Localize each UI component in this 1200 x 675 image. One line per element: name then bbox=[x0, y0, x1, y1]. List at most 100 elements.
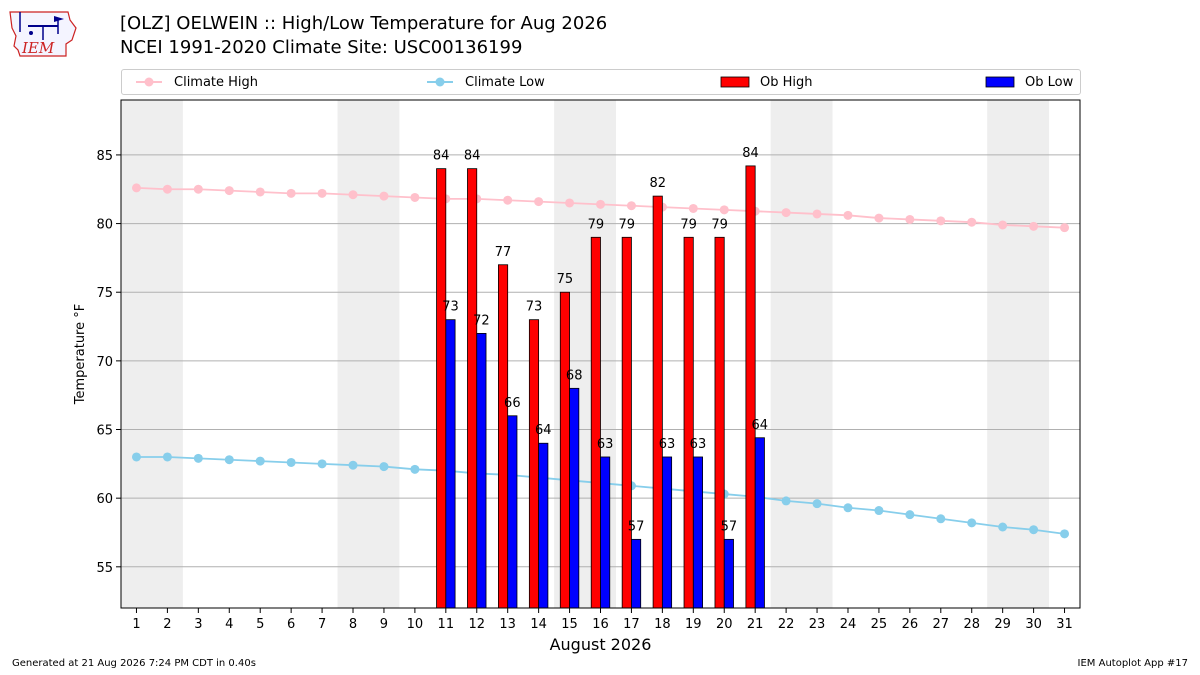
ob-low-bar-13 bbox=[507, 415, 518, 609]
ob-low-label-16: 63 bbox=[597, 437, 614, 452]
xtick-label-21: 21 bbox=[747, 617, 764, 632]
xtick-label-30: 30 bbox=[1025, 617, 1042, 632]
xtick-label-1: 1 bbox=[132, 617, 140, 632]
xtick-label-16: 16 bbox=[592, 617, 609, 632]
xtick-label-5: 5 bbox=[256, 617, 264, 632]
climate-high-point-26 bbox=[905, 214, 915, 224]
ob-high-label-14: 73 bbox=[526, 300, 543, 315]
generated-timestamp: Generated at 21 Aug 2026 7:24 PM CDT in … bbox=[12, 658, 256, 669]
legend-climate-low: Climate Low bbox=[425, 70, 545, 94]
xtick-label-27: 27 bbox=[933, 617, 950, 632]
ob-high-bar-21 bbox=[745, 165, 756, 609]
ob-high-bar-12 bbox=[467, 168, 478, 609]
iem-logo: IEM bbox=[9, 11, 77, 57]
climate-high-legend-icon bbox=[136, 77, 162, 87]
climate-low-point-22 bbox=[781, 496, 791, 506]
climate-low-point-4 bbox=[224, 455, 234, 465]
ob-low-bar-12 bbox=[476, 333, 487, 609]
climate-high-point-7 bbox=[317, 188, 327, 198]
ob-high-bar-17 bbox=[621, 236, 632, 609]
ob-low-bar-17 bbox=[631, 538, 642, 609]
climate-low-point-1 bbox=[131, 452, 141, 462]
xtick-label-23: 23 bbox=[809, 617, 826, 632]
ob-low-label-14: 64 bbox=[535, 423, 552, 438]
climate-high-point-31 bbox=[1060, 223, 1070, 233]
ob-low-bar-15 bbox=[569, 387, 580, 609]
xtick-label-20: 20 bbox=[716, 617, 733, 632]
climate-low-point-5 bbox=[255, 456, 265, 466]
climate-low-point-30 bbox=[1029, 525, 1039, 535]
climate-high-point-19 bbox=[688, 203, 698, 213]
legend: Climate High Climate Low Ob High Ob Low bbox=[121, 69, 1081, 95]
app-credit: IEM Autoplot App #17 bbox=[1077, 658, 1188, 669]
climate-high-point-20 bbox=[719, 205, 729, 215]
climate-low-point-24 bbox=[843, 503, 853, 513]
climate-high-point-4 bbox=[224, 186, 234, 196]
climate-high-point-10 bbox=[410, 192, 420, 202]
climate-high-point-2 bbox=[162, 184, 172, 194]
climate-low-point-8 bbox=[348, 460, 358, 470]
ytick-label-70: 70 bbox=[96, 355, 113, 370]
ob-low-bar-18 bbox=[661, 456, 673, 609]
y-axis-label: Temperature °F bbox=[73, 304, 88, 405]
xtick-label-4: 4 bbox=[225, 617, 233, 632]
weekend-shade-1 bbox=[337, 100, 400, 608]
xtick-label-28: 28 bbox=[963, 617, 980, 632]
ob-high-bar-19 bbox=[683, 236, 694, 609]
xtick-label-26: 26 bbox=[902, 617, 919, 632]
ytick-label-55: 55 bbox=[96, 561, 113, 576]
climate-high-point-9 bbox=[379, 191, 389, 201]
xtick-label-6: 6 bbox=[287, 617, 295, 632]
xtick-label-3: 3 bbox=[194, 617, 202, 632]
climate-low-point-23 bbox=[812, 499, 822, 509]
ob-high-bar-15 bbox=[559, 291, 570, 609]
legend-ob-low: Ob Low bbox=[985, 70, 1073, 94]
ob-high-label-19: 79 bbox=[680, 217, 697, 232]
legend-climate-low-label: Climate Low bbox=[465, 74, 545, 90]
climate-high-point-23 bbox=[812, 209, 822, 219]
climate-high-point-1 bbox=[131, 183, 141, 193]
legend-ob-low-label: Ob Low bbox=[1025, 74, 1074, 90]
ob-high-label-11: 84 bbox=[433, 149, 450, 164]
climate-high-point-6 bbox=[286, 188, 296, 198]
ob-low-label-11: 73 bbox=[442, 300, 459, 315]
ob-low-label-15: 68 bbox=[566, 368, 583, 383]
ob-high-label-21: 84 bbox=[742, 146, 759, 161]
weekend-shade-0 bbox=[121, 100, 183, 608]
ob-high-label-18: 82 bbox=[649, 176, 666, 191]
ob-low-bar-19 bbox=[692, 456, 703, 609]
legend-ob-high: Ob High bbox=[720, 70, 813, 94]
ytick-label-80: 80 bbox=[96, 218, 113, 233]
climate-low-point-7 bbox=[317, 459, 327, 469]
climate-low-point-9 bbox=[379, 462, 389, 472]
climate-high-point-25 bbox=[874, 213, 884, 223]
legend-climate-high-label: Climate High bbox=[174, 74, 259, 90]
climate-high-point-13 bbox=[503, 195, 513, 205]
xtick-label-15: 15 bbox=[561, 617, 578, 632]
climate-high-point-22 bbox=[781, 208, 791, 218]
weekend-shade-3 bbox=[770, 100, 833, 608]
xtick-label-19: 19 bbox=[685, 617, 702, 632]
climate-high-point-17 bbox=[626, 201, 636, 211]
ob-low-label-21: 64 bbox=[752, 418, 769, 433]
ob-high-label-13: 77 bbox=[495, 245, 512, 260]
chart-subtitle: NCEI 1991-2020 Climate Site: USC00136199 bbox=[120, 37, 523, 58]
xtick-label-18: 18 bbox=[654, 617, 671, 632]
legend-climate-high: Climate High bbox=[134, 70, 258, 94]
xtick-label-14: 14 bbox=[530, 617, 547, 632]
chart-title: [OLZ] OELWEIN :: High/Low Temperature fo… bbox=[120, 13, 608, 34]
ob-high-bar-11 bbox=[436, 168, 447, 609]
xtick-label-22: 22 bbox=[778, 617, 795, 632]
xtick-label-2: 2 bbox=[163, 617, 171, 632]
ob-low-bar-20 bbox=[723, 538, 734, 609]
climate-high-point-3 bbox=[193, 184, 203, 194]
climate-high-point-15 bbox=[565, 198, 575, 208]
xtick-label-17: 17 bbox=[623, 617, 640, 632]
ob-high-bar-20 bbox=[714, 236, 725, 609]
logo-text: IEM bbox=[21, 39, 55, 57]
ytick-label-85: 85 bbox=[96, 149, 113, 164]
weekend-shade-4 bbox=[987, 100, 1050, 608]
ytick-label-65: 65 bbox=[96, 424, 113, 439]
ob-high-label-17: 79 bbox=[619, 217, 636, 232]
